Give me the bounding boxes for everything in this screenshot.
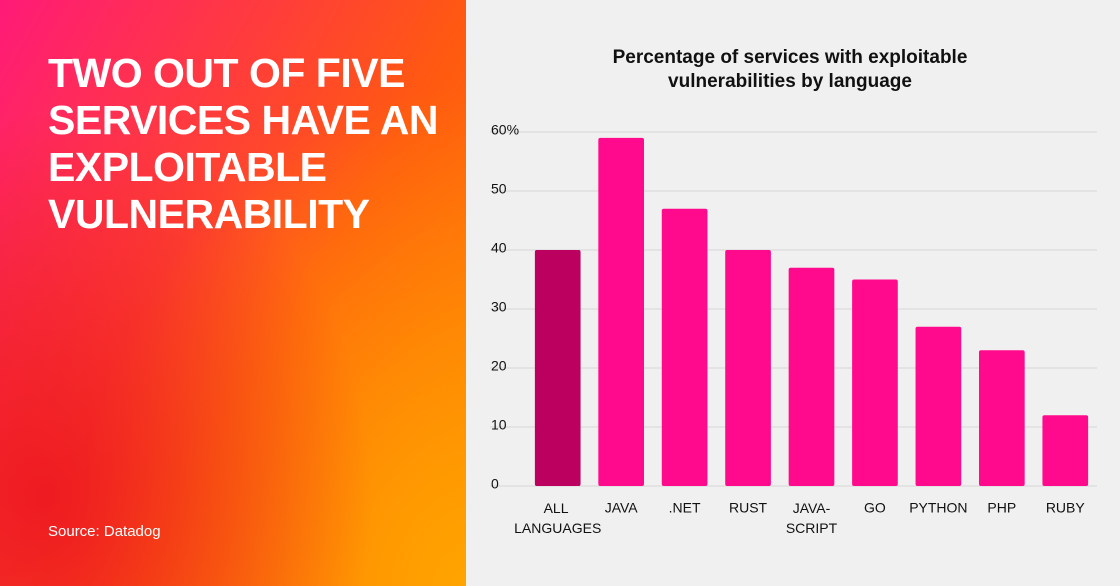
x-tick-label: ALL LANGUAGES	[514, 500, 601, 536]
hero-panel: Two out of five services have an exploit…	[0, 0, 466, 586]
x-tick-label: .NET	[669, 500, 701, 516]
y-tick-label: 60%	[491, 122, 519, 138]
bar	[852, 279, 898, 486]
bar	[598, 137, 645, 486]
x-tick-label: RUST	[729, 500, 768, 516]
y-tick-label: 10	[491, 417, 507, 433]
bar	[915, 326, 962, 486]
y-tick-label: 50	[491, 181, 507, 197]
x-tick-label: PHP	[987, 500, 1016, 516]
x-tick-label: JAVA	[605, 500, 639, 516]
x-tick-label-line: SCRIPT	[786, 520, 838, 536]
x-tick-label-line: LANGUAGES	[514, 520, 601, 536]
y-tick-label: 20	[491, 358, 507, 374]
y-tick-label: 0	[491, 476, 499, 492]
bar	[725, 250, 771, 486]
source: Source: Datadog	[48, 523, 161, 540]
bar	[788, 267, 835, 486]
headline: Two out of five services have an exploit…	[48, 50, 438, 237]
y-tick-label: 30	[491, 299, 507, 315]
bar	[978, 350, 1025, 486]
x-tick-label: JAVA- SCRIPT	[786, 500, 838, 536]
x-tick-label: GO	[864, 500, 886, 516]
y-tick-label: 40	[491, 240, 507, 256]
bar	[534, 250, 581, 486]
x-tick-label: RUBY	[1046, 500, 1086, 516]
x-tick-label-line: JAVA-	[793, 500, 831, 516]
bar	[1042, 415, 1089, 486]
x-tick-label-line: ALL	[544, 500, 572, 516]
bar	[661, 208, 708, 486]
x-tick-label: PYTHON	[909, 500, 967, 516]
chart-title: Percentage of services with exploitable …	[612, 47, 968, 92]
